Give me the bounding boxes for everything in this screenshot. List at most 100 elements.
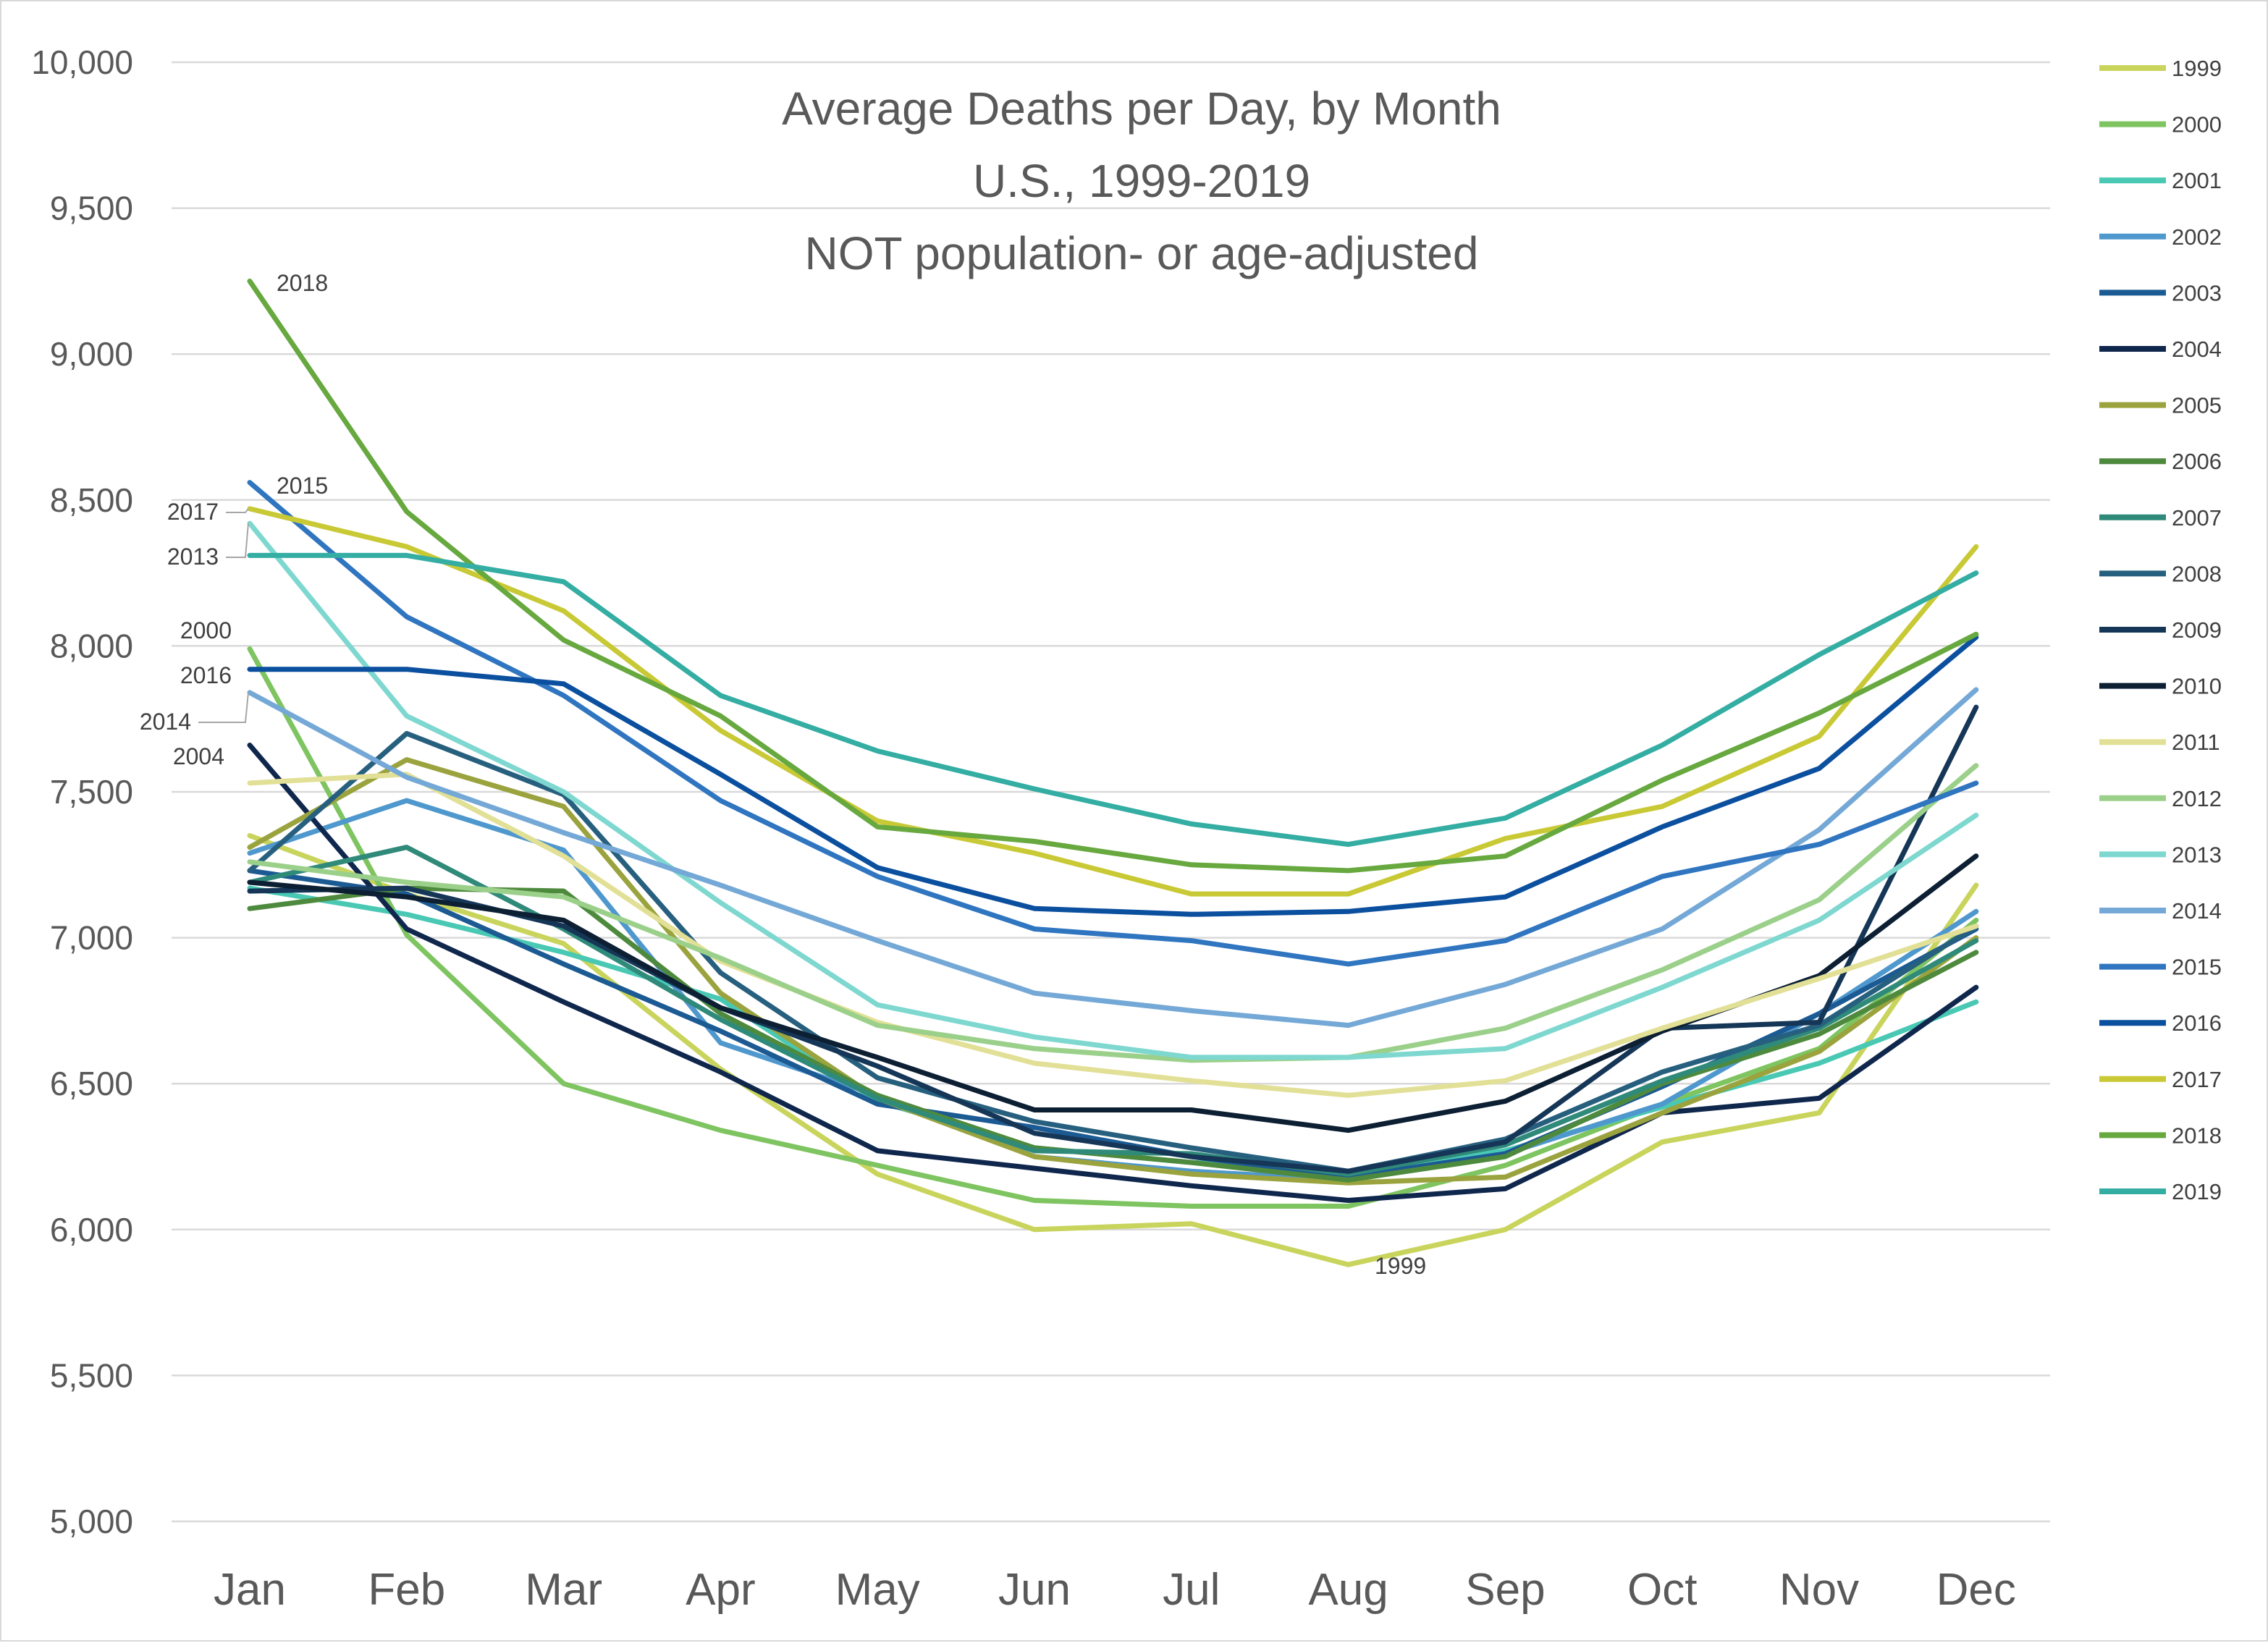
series-line-2018 [247,278,1979,874]
series-line-2000 [247,646,1979,1209]
legend-label: 2000 [2172,112,2222,138]
y-axis-ticks: 5,000 5,500 6,000 6,500 7,000 7,500 8,000 8,500… [31,43,133,1540]
x-tick-label: Dec [1936,1565,2016,1615]
legend: 1999 2000 2001 2002 2003 2004 2005 2006 2007 2008… [2099,56,2222,1204]
x-tick-label: Nov [1779,1565,1859,1615]
legend-label: 2009 [2172,617,2222,643]
legend-item-2017: 2017 [2099,1067,2222,1092]
gridlines [172,61,2050,1523]
series-line-2008 [247,730,1979,1174]
annotation-leader [226,523,249,558]
legend-label: 2010 [2172,674,2222,699]
y-tick-label: 9,500 [50,190,133,227]
legend-label: 2017 [2172,1067,2222,1092]
legend-label: 2014 [2172,898,2222,924]
x-tick-label: Jun [998,1565,1071,1615]
series-line-2016 [247,634,1979,917]
x-tick-label: Jan [214,1565,286,1615]
annotation-leader [198,692,249,723]
legend-label: 2008 [2172,561,2222,586]
series-line-2006 [247,885,1979,1183]
annotation-leader [226,508,249,513]
y-tick-label: 7,500 [50,773,133,811]
annotation-2014: 2014 [140,709,191,735]
series-line-2005 [247,757,1979,1186]
legend-item-2007: 2007 [2099,505,2222,531]
x-tick-label: Feb [368,1565,445,1615]
y-tick-label: 7,000 [50,919,133,957]
legend-label: 2019 [2172,1179,2222,1204]
annotation-2000: 2000 [180,617,232,643]
legend-item-2015: 2015 [2099,955,2222,980]
y-tick-label: 6,000 [50,1211,133,1249]
legend-item-2013: 2013 [2099,842,2222,867]
chart-title-line-2: U.S., 1999-2019 [973,155,1310,207]
series-line-2013 [247,520,1979,1060]
annotation-2015: 2015 [277,473,328,499]
legend-label: 2018 [2172,1123,2222,1148]
legend-item-2009: 2009 [2099,617,2222,643]
legend-item-2018: 2018 [2099,1123,2222,1148]
y-tick-label: 8,500 [50,481,133,519]
x-tick-label: Oct [1627,1565,1697,1615]
legend-item-2006: 2006 [2099,449,2222,474]
legend-label: 2011 [2172,730,2220,755]
legend-item-2004: 2004 [2099,337,2222,362]
y-tick-label: 10,000 [31,43,133,81]
legend-label: 2003 [2172,280,2222,305]
legend-item-2008: 2008 [2099,561,2222,586]
legend-label: 2015 [2172,955,2222,980]
legend-item-2005: 2005 [2099,393,2222,418]
x-tick-label: Mar [525,1565,602,1615]
chart-title: Average Deaths per Day, by Month U.S., 1… [782,83,1501,279]
series-line-2011 [247,772,1979,1098]
y-tick-label: 8,000 [50,627,133,664]
legend-label: 2001 [2172,168,2222,193]
annotation-2018: 2018 [277,270,328,296]
series-line-2009 [247,704,1979,1174]
annotation-2004: 2004 [173,743,224,769]
chart-title-line-3: NOT population- or age-adjusted [805,227,1479,279]
chart-title-line-1: Average Deaths per Day, by Month [782,83,1501,135]
legend-label: 2005 [2172,393,2222,418]
x-tick-label: Jul [1163,1565,1220,1615]
series-line-1999 [247,833,1979,1267]
legend-label: 2007 [2172,505,2222,531]
annotations: 2018 2015 2017 2013 2000 2016 2014 2004 1999 [140,270,1426,1279]
y-tick-label: 9,000 [50,335,133,373]
y-tick-label: 6,500 [50,1065,133,1102]
annotation-1999: 1999 [1375,1253,1426,1279]
annotation-2016: 2016 [180,662,232,688]
series-line-2019 [247,552,1979,848]
x-axis-ticks: Jan Feb Mar Apr May Jun Jul Aug Sep Oct Nov Dec [214,1565,2016,1615]
series-line-2017 [247,506,1979,897]
legend-item-2016: 2016 [2099,1010,2222,1036]
legend-item-2014: 2014 [2099,898,2222,924]
legend-item-2003: 2003 [2099,280,2222,305]
legend-item-2002: 2002 [2099,224,2222,250]
y-tick-label: 5,000 [50,1503,133,1540]
x-tick-label: Apr [686,1565,755,1615]
series-lines [247,278,1979,1267]
annotation-2017: 2017 [167,499,219,525]
legend-label: 2004 [2172,337,2222,362]
legend-item-2012: 2012 [2099,786,2222,811]
series-line-2002 [247,798,1979,1183]
series-line-2012 [247,763,1979,1063]
x-tick-label: Sep [1465,1565,1545,1615]
legend-label: 2016 [2172,1010,2222,1036]
x-tick-label: Aug [1308,1565,1388,1615]
y-tick-label: 5,500 [50,1356,133,1394]
legend-item-1999: 1999 [2099,56,2222,81]
legend-item-2019: 2019 [2099,1179,2222,1204]
legend-label: 2006 [2172,449,2222,474]
legend-label: 1999 [2172,56,2222,81]
legend-item-2000: 2000 [2099,112,2222,138]
legend-label: 2012 [2172,786,2222,811]
series-line-2004 [247,743,1979,1203]
legend-item-2001: 2001 [2099,168,2222,193]
annotation-2013: 2013 [167,544,219,570]
legend-label: 2002 [2172,224,2222,250]
